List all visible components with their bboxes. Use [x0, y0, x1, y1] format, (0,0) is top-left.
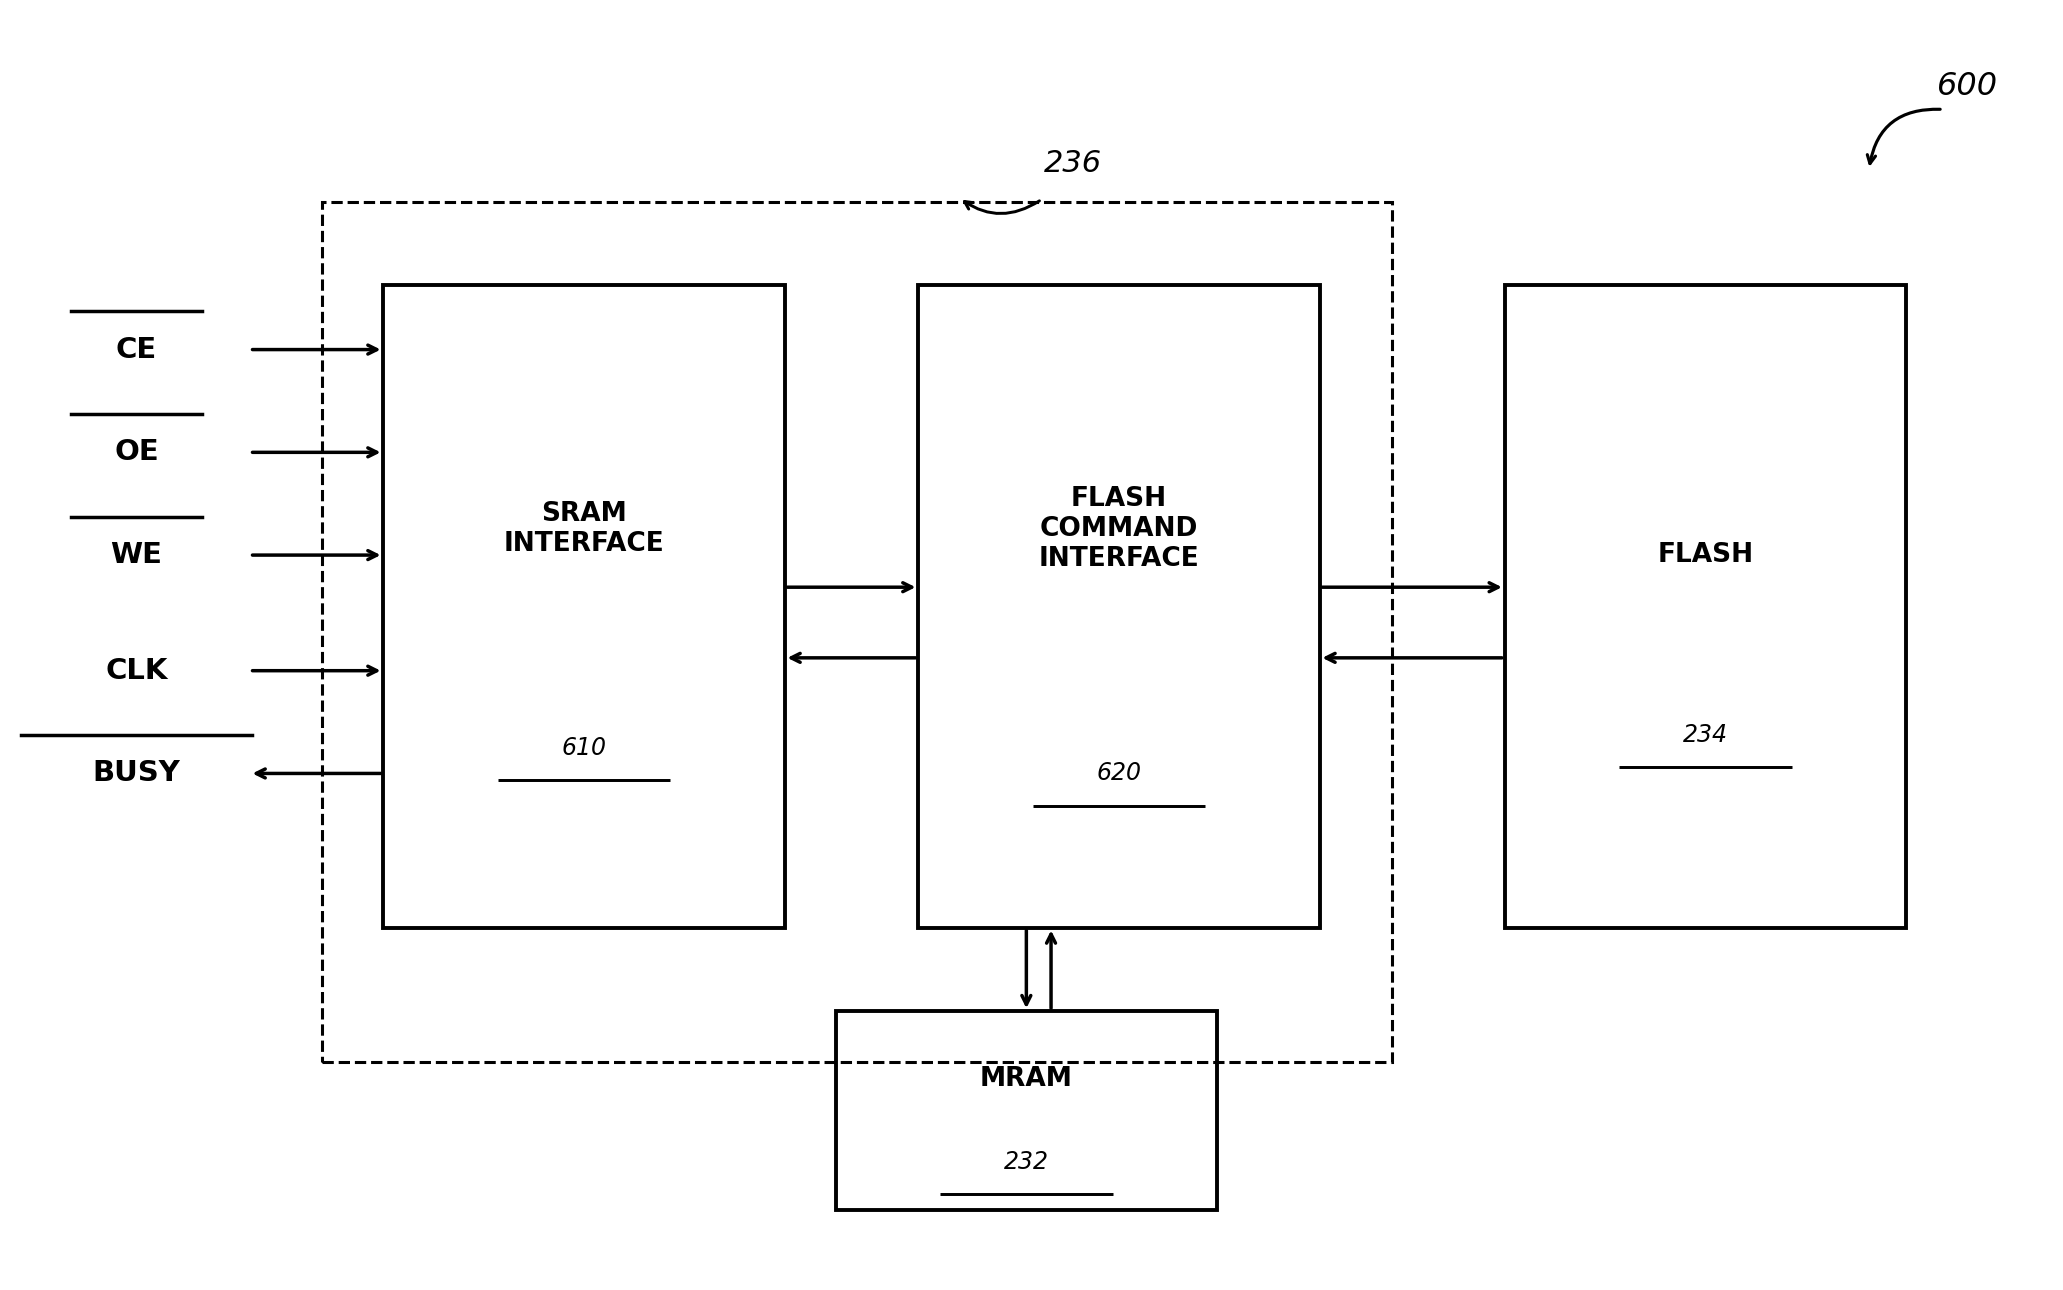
Text: BUSY: BUSY: [93, 760, 179, 787]
Text: FLASH: FLASH: [1657, 542, 1754, 568]
Text: WE: WE: [111, 541, 163, 569]
Text: 620: 620: [1095, 761, 1141, 786]
Bar: [322, 201, 1393, 1063]
Text: CLK: CLK: [105, 657, 167, 685]
Text: CE: CE: [116, 335, 157, 364]
Text: 236: 236: [1044, 148, 1102, 178]
Text: 610: 610: [561, 735, 607, 760]
Text: 234: 234: [1683, 722, 1729, 747]
Bar: [1504, 285, 1906, 928]
Text: 600: 600: [1937, 71, 1999, 102]
Bar: [384, 285, 784, 928]
Text: 232: 232: [1005, 1149, 1048, 1174]
Text: MRAM: MRAM: [980, 1066, 1073, 1091]
Text: FLASH
COMMAND
INTERFACE: FLASH COMMAND INTERFACE: [1038, 486, 1199, 573]
Bar: [918, 285, 1320, 928]
Bar: [836, 1011, 1217, 1210]
Text: SRAM
INTERFACE: SRAM INTERFACE: [503, 502, 664, 557]
Text: OE: OE: [113, 439, 159, 466]
